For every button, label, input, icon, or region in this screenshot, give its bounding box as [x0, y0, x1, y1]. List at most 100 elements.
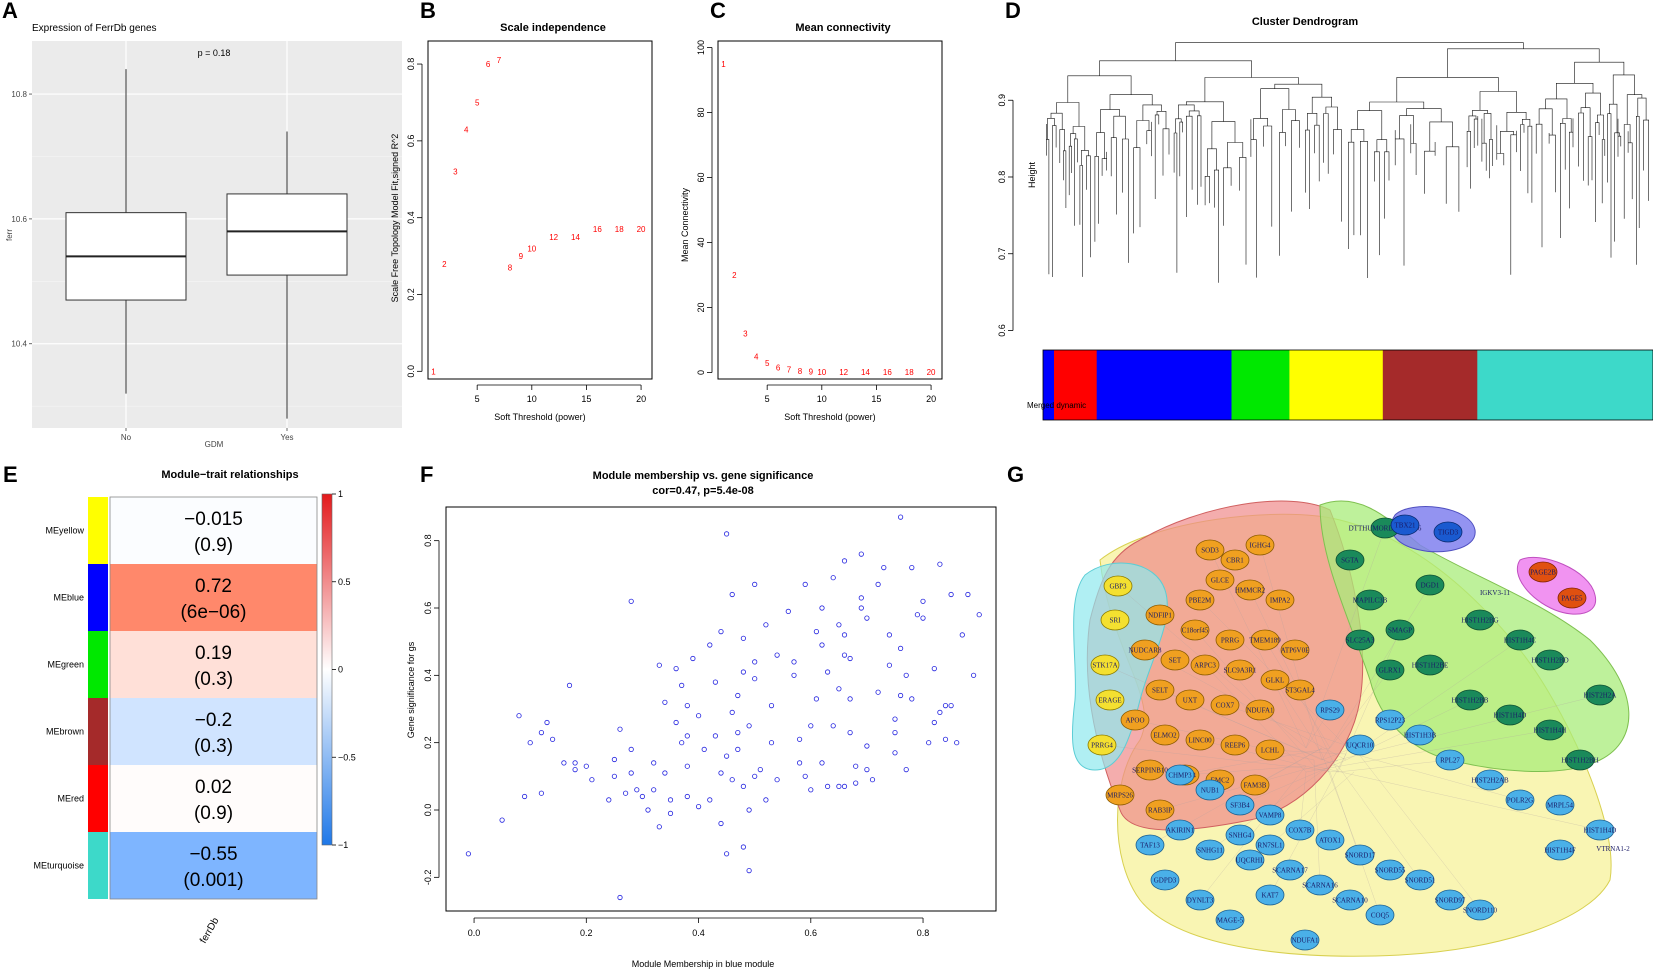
panel-b-point-label-4: 5	[475, 98, 480, 107]
panel-f-point-79	[774, 652, 780, 658]
panel-c-y-tick-label-5: 100	[696, 40, 706, 55]
panel-b-y-tick-label-3: 0.6	[406, 135, 416, 148]
panel-a-title: Expression of FerrDb genes	[32, 23, 157, 34]
network-node-orange-18	[1145, 679, 1175, 701]
network-node-orange-17	[1285, 679, 1315, 701]
panel-f-points	[465, 514, 982, 901]
panel-b-x-tick-label-0: 5	[475, 394, 480, 404]
panel-f-point-109	[853, 763, 859, 769]
panel-f-point-85	[796, 760, 803, 766]
panel-f-y-tick-label-1: 0.0	[423, 804, 433, 817]
network-edge-29	[1313, 765, 1601, 831]
panel-f-point-117	[869, 777, 876, 783]
network-hull-teal	[1071, 562, 1168, 771]
panel-a-boxes	[65, 69, 348, 419]
network-edge-44	[1104, 664, 1323, 761]
network-node-green-3	[1355, 589, 1385, 611]
panel-b-point-label-11: 14	[571, 233, 580, 242]
panel-f-point-2	[516, 713, 522, 719]
panel-e-module-swatch-3	[88, 698, 108, 765]
panel-f-point-141	[942, 736, 949, 742]
panel-e-cell-2	[110, 631, 317, 698]
network-node-label-orange-31: MRPS26	[1107, 792, 1133, 800]
network-node-label-blue-17: SNORD55	[1375, 867, 1406, 875]
panel-c-y-label: Mean Connectivity	[680, 187, 690, 262]
network-node-blue-0	[1315, 699, 1345, 721]
panel-b-title: Scale independence	[500, 22, 606, 34]
network-node-orange-11	[1280, 639, 1310, 661]
network-node-orange-3	[1205, 569, 1235, 591]
network-node-label-green-13: HIST1H4D	[1494, 712, 1527, 720]
network-node-label-blue-21: SCARNA17	[1272, 867, 1308, 875]
network-node-label-blue-22: SCARNA16	[1302, 882, 1338, 890]
network-node-label-blue-2: UQCR10	[1347, 742, 1374, 750]
network-node-label-orange-20: COX7	[1216, 702, 1235, 710]
panel-f-point-41	[684, 793, 690, 800]
panel-b-point-label-12: 16	[593, 225, 602, 234]
network-edge-20	[1353, 639, 1521, 755]
panel-f-point-130	[903, 766, 909, 773]
network-node-blue-19	[1435, 889, 1465, 911]
panel-e-cell-p-4: (0.9)	[194, 803, 233, 824]
network-node-label-blue-23: SCARNA10	[1332, 897, 1368, 905]
network-node-blue-14	[1285, 819, 1315, 841]
panel-f-point-149	[976, 612, 982, 618]
panel-f-point-69	[746, 723, 752, 729]
panel-f-y-tick-label-4: 0.6	[423, 602, 433, 615]
panel-d-y-tick-label-0: 0.6	[997, 324, 1007, 337]
panel-d-cluster-dendrogram: Cluster Dendrogram 0.6 0.7 0.8 0.9 Height M…	[997, 16, 1653, 421]
network-node-green-12	[1455, 689, 1485, 711]
panel-f-point-91	[813, 696, 820, 702]
panel-e-cell-cor-2: 0.19	[195, 643, 232, 664]
panel-f-point-148	[970, 672, 977, 678]
panel-f-point-81	[785, 608, 791, 615]
panel-d-color-bar-frame	[1042, 349, 1653, 421]
network-node-magenta-1	[1557, 587, 1587, 609]
network-node-blue-23	[1335, 889, 1365, 911]
network-node-label-blue-31: AKIRIN1	[1166, 827, 1194, 835]
panel-f-axes: 0.0 0.2 0.4 0.6 0.8 -0.2 0.0 0.2 0.4 0.6 0.8	[423, 534, 929, 938]
panel-c-frame	[717, 40, 943, 380]
panel-d-title: Cluster Dendrogram	[1252, 16, 1359, 28]
network-node-blue-34	[1255, 834, 1285, 856]
network-edge-4	[1194, 629, 1315, 767]
panel-f-point-108	[847, 729, 853, 736]
network-edge-8	[1274, 679, 1323, 755]
network-node-orange-7	[1145, 604, 1175, 626]
network-node-label-blue-9: HIST1H4F	[1544, 847, 1576, 855]
network-node-blue-24	[1365, 904, 1395, 926]
panel-f-point-73	[752, 659, 758, 665]
panel-e-cell-5	[110, 832, 317, 899]
panel-f-point-44	[695, 803, 702, 810]
panel-f-point-35	[673, 719, 679, 726]
panel-f-x-tick-label-0: 0.0	[468, 928, 481, 938]
network-node-label-blue-30: TAF13	[1140, 842, 1160, 850]
network-node-label-orange-1: CBR1	[1226, 557, 1244, 565]
network-node-label-green-0: DTTHUMORD00052906	[1349, 525, 1422, 533]
network-node-magenta-0	[1528, 561, 1558, 583]
network-node-label-green-6: HIST1H4C	[1504, 637, 1537, 645]
panel-f-point-62	[735, 729, 741, 736]
network-node-label-orange-29: EMC2	[1211, 777, 1230, 785]
network-node-label-green-15: HIST1H2BH	[1561, 757, 1598, 765]
panel-f-point-98	[830, 723, 836, 729]
network-node-label-magenta-1: PAGE5	[1561, 595, 1583, 603]
panel-f-point-19	[617, 894, 623, 901]
panel-f-point-131	[909, 564, 915, 571]
panel-f-point-63	[740, 635, 747, 641]
panel-f-point-58	[729, 709, 735, 716]
network-node-orange-23	[1150, 724, 1180, 746]
network-node-green-6	[1505, 629, 1535, 651]
panel-f-point-34	[667, 810, 674, 817]
panel-f-point-59	[729, 777, 735, 783]
panel-c-point-label-12: 16	[883, 368, 892, 377]
network-node-label-orange-32: RAB3IP	[1148, 807, 1172, 815]
network-node-blue-10	[1165, 764, 1195, 786]
panel-b-point-label-10: 12	[549, 233, 558, 242]
panel-f-point-102	[841, 558, 848, 564]
network-node-green-8	[1585, 684, 1615, 706]
panel-label-e: E	[3, 462, 18, 487]
panel-d-module-segment-4	[1289, 350, 1384, 420]
network-node-blue-28	[1185, 889, 1215, 911]
panel-f-point-84	[796, 736, 803, 742]
